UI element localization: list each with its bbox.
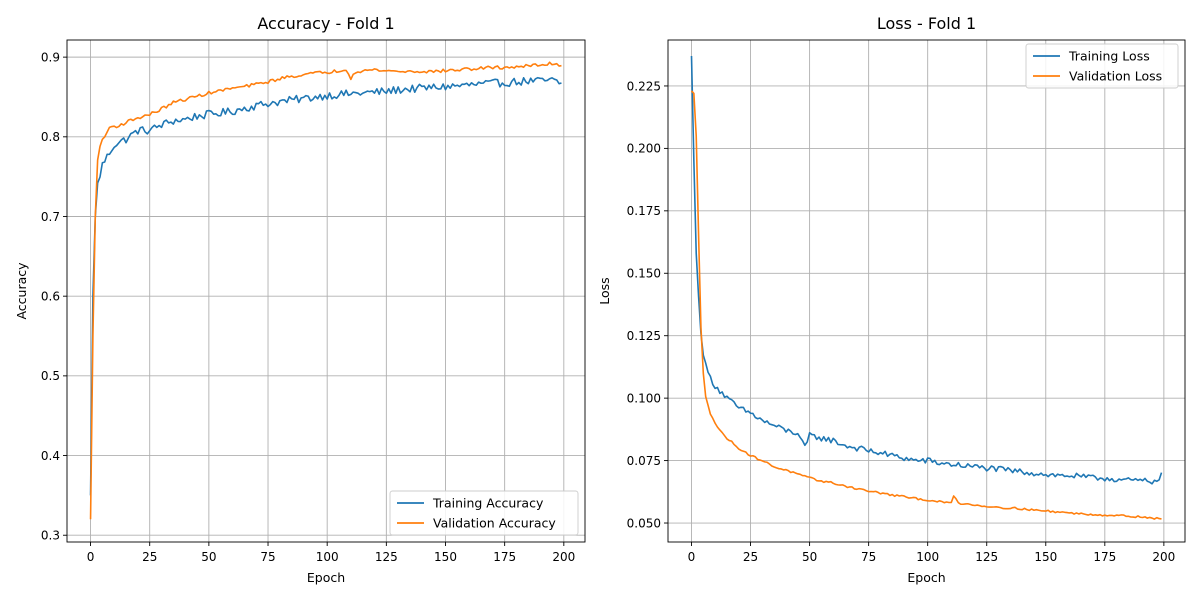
x-tick-label: 100	[916, 550, 939, 564]
legend-label-1: Validation Accuracy	[433, 516, 556, 531]
accuracy-y-axis-label: Accuracy	[14, 262, 29, 320]
y-tick-label: 0.075	[627, 454, 661, 468]
y-tick-label: 0.3	[41, 529, 60, 543]
loss-grid	[668, 40, 1185, 542]
accuracy-legend: Training Accuracy Validation Accuracy	[389, 490, 579, 536]
y-tick-label: 0.4	[41, 449, 60, 463]
y-tick-label: 0.200	[627, 142, 661, 156]
x-tick-label: 175	[1093, 550, 1116, 564]
loss-y-axis-label: Loss	[597, 277, 612, 304]
loss-plot-frame	[667, 39, 1186, 543]
x-tick-label: 0	[688, 550, 696, 564]
x-tick-label: 25	[743, 550, 758, 564]
x-tick-label: 150	[1034, 550, 1057, 564]
accuracy-chart: 0 25 50 75 100 125 150 175 200 0.3 0.4 0.5 0.6 0.7 0.8…	[14, 14, 586, 585]
y-tick-label: 0.6	[41, 289, 60, 303]
accuracy-series-line-0	[89, 76, 562, 496]
loss-chart: 0 25 50 75 100 125 150 175 200 0.050 0.075 0.100 0.1…	[597, 14, 1186, 585]
x-tick-label: 125	[975, 550, 998, 564]
loss-series-line-1	[690, 90, 1162, 520]
x-tick-label: 25	[142, 550, 157, 564]
legend-box	[1025, 43, 1179, 89]
x-tick-label: 100	[316, 550, 339, 564]
x-tick-label: 75	[260, 550, 275, 564]
accuracy-chart-title: Accuracy - Fold 1	[257, 14, 394, 33]
y-tick-label: 0.8	[41, 130, 60, 144]
y-tick-label: 0.125	[627, 329, 661, 343]
y-tick-label: 0.100	[627, 391, 661, 405]
y-tick-label: 0.9	[41, 50, 60, 64]
y-tick-label: 0.150	[627, 267, 661, 281]
x-tick-label: 50	[802, 550, 817, 564]
x-tick-label: 125	[375, 550, 398, 564]
legend-label-0: Training Accuracy	[432, 496, 544, 511]
accuracy-x-axis-label: Epoch	[307, 570, 345, 585]
x-tick-label: 75	[861, 550, 876, 564]
y-tick-label: 0.050	[627, 516, 661, 530]
loss-x-axis-label: Epoch	[907, 570, 945, 585]
loss-series-line-0	[690, 55, 1163, 485]
legend-label-0: Training Loss	[1068, 49, 1150, 64]
x-tick-label: 200	[552, 550, 575, 564]
y-tick-label: 0.225	[627, 79, 661, 93]
x-tick-label: 150	[434, 550, 457, 564]
x-tick-label: 175	[493, 550, 516, 564]
accuracy-series-line-1	[89, 61, 562, 520]
x-tick-label: 200	[1152, 550, 1175, 564]
x-tick-label: 0	[87, 550, 95, 564]
legend-box	[389, 490, 579, 536]
loss-chart-title: Loss - Fold 1	[877, 14, 976, 33]
y-tick-label: 0.7	[41, 210, 60, 224]
accuracy-plot-frame	[66, 39, 586, 543]
x-tick-label: 50	[201, 550, 216, 564]
legend-label-1: Validation Loss	[1069, 69, 1162, 84]
loss-legend: Training Loss Validation Loss	[1025, 43, 1179, 89]
accuracy-grid	[67, 40, 585, 542]
y-tick-label: 0.175	[627, 204, 661, 218]
y-tick-label: 0.5	[41, 369, 60, 383]
